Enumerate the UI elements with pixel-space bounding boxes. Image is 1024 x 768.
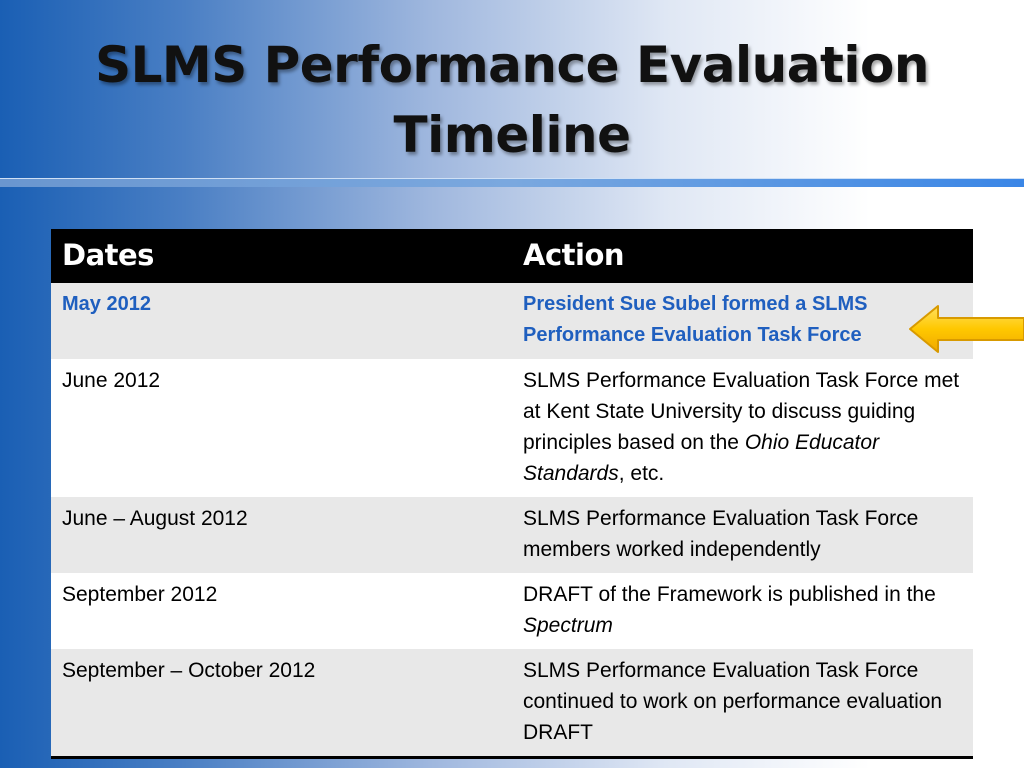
row-action-text: DRAFT of the Framework is published in t…	[523, 583, 936, 606]
table-row: September – October 2012 SLMS Performanc…	[51, 649, 973, 756]
row-action: SLMS Performance Evaluation Task Force m…	[512, 359, 973, 497]
slide-title-line-1: SLMS Performance Evaluation	[95, 36, 929, 94]
row-date: June – August 2012	[51, 497, 512, 573]
slide-title: SLMS Performance Evaluation Timeline	[0, 30, 1024, 170]
table-row: September 2012 DRAFT of the Framework is…	[51, 573, 973, 649]
table-header-row: Dates Action	[51, 229, 973, 283]
row-action: DRAFT of the Framework is published in t…	[512, 573, 973, 649]
header-dates: Dates	[51, 229, 512, 283]
row-action-italic: Ohio Educator Standards	[523, 431, 880, 485]
row-action: SLMS Performance Evaluation Task Force c…	[512, 649, 973, 756]
slide-title-line-2: Timeline	[393, 106, 631, 164]
timeline-table: Dates Action May 2012 President Sue Sube…	[51, 229, 973, 759]
row-action-text: SLMS Performance Evaluation Task Force m…	[523, 369, 960, 454]
row-action: SLMS Performance Evaluation Task Force m…	[512, 497, 973, 573]
table-row: June 2012 SLMS Performance Evaluation Ta…	[51, 359, 973, 497]
row-action-text-end: , etc.	[618, 462, 665, 485]
row-action-italic: Spectrum	[523, 614, 613, 637]
table-row: June – August 2012 SLMS Performance Eval…	[51, 497, 973, 573]
row-action: President Sue Subel formed a SLMS Perfor…	[512, 283, 973, 359]
header-action: Action	[512, 229, 973, 283]
row-date: September 2012	[51, 573, 512, 649]
title-divider	[0, 178, 1024, 187]
table-row: May 2012 President Sue Subel formed a SL…	[51, 283, 973, 359]
row-date: June 2012	[51, 359, 512, 497]
arrow-left-icon	[909, 305, 1024, 353]
row-date: September – October 2012	[51, 649, 512, 756]
row-date: May 2012	[51, 283, 512, 359]
